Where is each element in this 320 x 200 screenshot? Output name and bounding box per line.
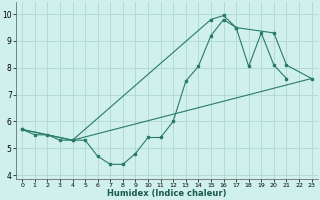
X-axis label: Humidex (Indice chaleur): Humidex (Indice chaleur) [107,189,227,198]
